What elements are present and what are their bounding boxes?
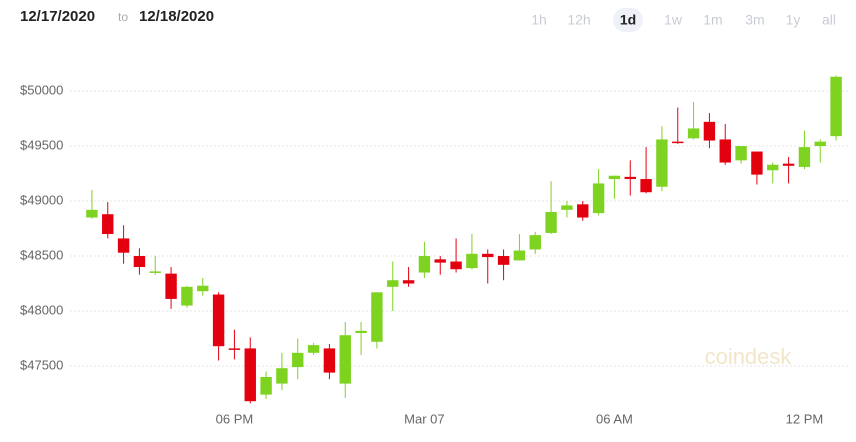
x-tick-label: Mar 07	[404, 411, 444, 426]
candle-body	[767, 164, 779, 171]
candle-body	[798, 147, 811, 167]
candle-body	[592, 183, 605, 214]
range-button[interactable]: 12h	[567, 12, 590, 28]
candle-body	[244, 348, 256, 402]
candle-body	[466, 253, 478, 269]
candle-body	[387, 280, 399, 287]
candle-body	[497, 256, 510, 265]
candle-body	[434, 259, 446, 263]
y-tick-label: $48500	[20, 247, 63, 262]
candle-body	[181, 286, 193, 306]
date-sep: to	[118, 10, 128, 24]
x-tick-label: 06 PM	[216, 411, 254, 426]
candle-body	[814, 141, 826, 147]
candle-body	[545, 212, 557, 233]
candle-body	[687, 128, 700, 139]
range-button[interactable]: 1y	[786, 12, 801, 28]
candle-body	[450, 261, 462, 270]
candle-body	[292, 352, 304, 368]
candle-body	[751, 151, 763, 175]
x-tick-label: 12 PM	[786, 411, 824, 426]
candle-body	[323, 348, 336, 373]
candle-body	[513, 250, 526, 261]
range-active-bg	[613, 8, 643, 32]
candle-body	[260, 377, 272, 395]
candle-body	[561, 205, 573, 210]
range-button[interactable]: 1m	[703, 12, 722, 28]
y-tick-label: $49500	[20, 137, 63, 152]
candle-body	[719, 139, 731, 163]
candle-body	[529, 235, 541, 250]
date-from: 12/17/2020	[20, 8, 95, 25]
x-tick-label: 06 AM	[596, 411, 633, 426]
candle-body	[355, 330, 367, 334]
range-button[interactable]: all	[822, 12, 836, 28]
candle-body	[782, 163, 795, 166]
candle-body	[212, 294, 225, 347]
candle-body	[656, 139, 668, 187]
candle-body	[197, 285, 209, 292]
candle-body	[608, 175, 621, 180]
candle-body	[577, 204, 589, 218]
y-tick-label: $50000	[20, 82, 63, 97]
date-to: 12/18/2020	[139, 8, 214, 25]
candle-body	[339, 335, 351, 384]
candle-body	[624, 176, 636, 180]
candle-body	[228, 348, 241, 350]
candle-body	[133, 256, 146, 268]
candle-body	[276, 368, 288, 384]
candle-body	[402, 280, 415, 284]
candle-body	[117, 238, 130, 253]
y-tick-label: $48000	[20, 302, 63, 317]
candle-body	[86, 209, 98, 218]
candle-body	[640, 179, 652, 193]
candle-body	[672, 141, 684, 144]
range-button[interactable]: 1h	[531, 12, 547, 28]
candle-body	[307, 345, 320, 353]
candle-body	[149, 271, 161, 273]
y-tick-label: $49000	[20, 192, 63, 207]
watermark: coindesk	[705, 344, 793, 369]
candle-body	[418, 256, 431, 273]
candle-body	[482, 253, 494, 258]
candle-body	[830, 76, 842, 137]
candle-body	[703, 121, 716, 141]
y-tick-label: $47500	[20, 357, 63, 372]
range-button[interactable]: 3m	[745, 12, 764, 28]
candle-body	[735, 146, 747, 161]
candle-body	[102, 214, 114, 235]
candle-body	[165, 273, 177, 299]
candle-body	[371, 292, 383, 342]
range-button[interactable]: 1w	[664, 12, 683, 28]
range-button[interactable]: 1d	[620, 12, 636, 28]
